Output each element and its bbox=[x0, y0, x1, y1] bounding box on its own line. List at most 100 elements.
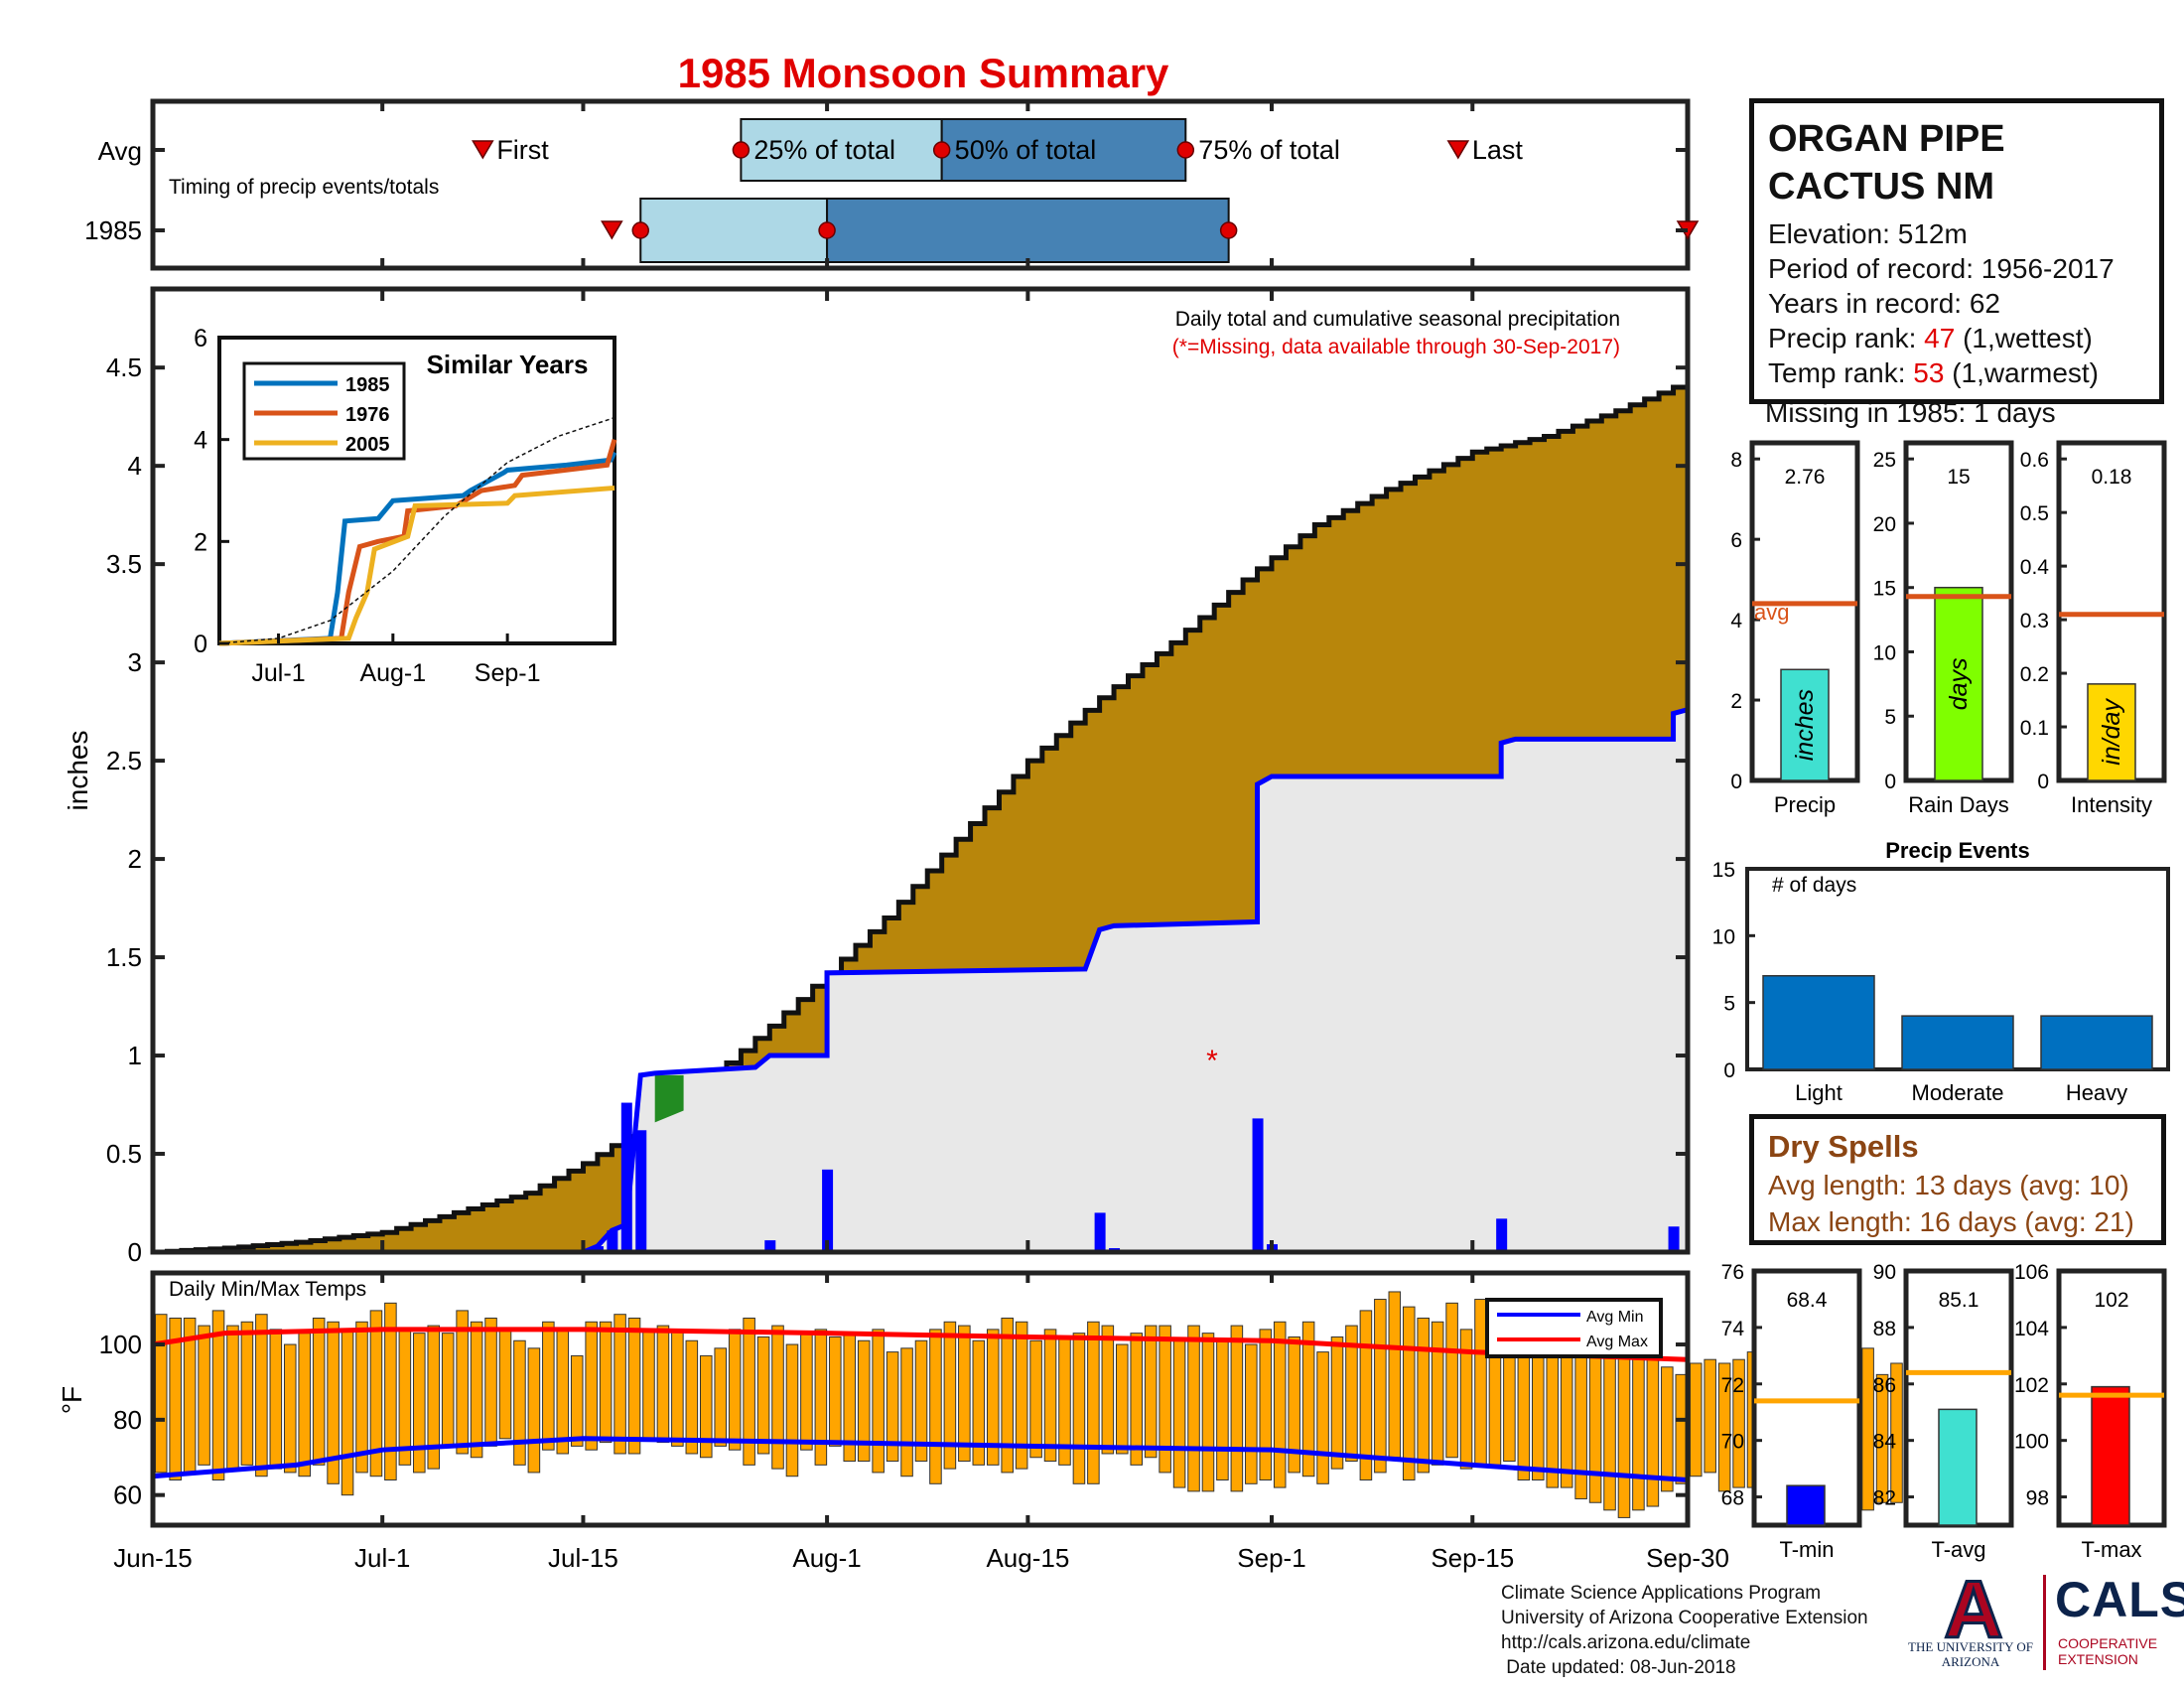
precip-y-tick-label: 4.5 bbox=[106, 352, 142, 382]
dry-spells-title: Dry Spells bbox=[1768, 1129, 1919, 1164]
temp-summary-tick-label: 82 bbox=[1873, 1487, 1896, 1510]
summary-tick-label: 0.1 bbox=[2020, 717, 2049, 740]
daily-temp-bar bbox=[1216, 1339, 1229, 1481]
inset-line-1985 bbox=[218, 451, 617, 646]
daily-temp-bar bbox=[1417, 1317, 1430, 1474]
daily-temp-bar bbox=[1345, 1325, 1358, 1463]
summary-unit: days bbox=[1945, 657, 1973, 710]
daily-temp-bar bbox=[1617, 1354, 1631, 1518]
summary-tick-label: 0.6 bbox=[2020, 449, 2049, 472]
timing-percentile-marker bbox=[818, 221, 836, 239]
date-tick-label: Aug-15 bbox=[986, 1543, 1069, 1573]
summary-tick-label: 2 bbox=[1730, 690, 1742, 713]
events-y-label: # of days bbox=[1772, 874, 1856, 897]
precip-y-tick-label: 1 bbox=[128, 1041, 142, 1070]
daily-temp-bar bbox=[1588, 1343, 1602, 1503]
date-tick-label: Aug-1 bbox=[792, 1543, 861, 1573]
daily-temp-bar bbox=[1087, 1321, 1100, 1484]
daily-temp-bar bbox=[814, 1329, 828, 1466]
inset-line-2005 bbox=[218, 485, 615, 646]
temp-summary-tick-label: 84 bbox=[1873, 1431, 1897, 1454]
summary-label: Rain Days bbox=[1908, 792, 2008, 817]
obs-cumulative-line bbox=[153, 707, 1689, 1255]
inset-average-line bbox=[218, 416, 615, 644]
temperature-panel: 60 80 100 °F Daily Min/Max Temps Avg Min A… bbox=[57, 1270, 1989, 1528]
daily-temp-bar bbox=[1144, 1325, 1158, 1459]
daily-temp-bar bbox=[283, 1343, 297, 1474]
daily-temp-bar bbox=[498, 1329, 512, 1440]
daily-temp-bar bbox=[269, 1329, 283, 1470]
inset-axes: 0 2 4 6 Jul-1 Aug-1 Sep-1 bbox=[194, 325, 540, 687]
footer-credits: Climate Science Applications Program Uni… bbox=[1501, 1581, 1868, 1680]
daily-temp-bar bbox=[1316, 1351, 1329, 1484]
temp-y-tick-label: 60 bbox=[113, 1480, 142, 1510]
inset-y-tick-label: 2 bbox=[194, 528, 207, 556]
inset-line-1976 bbox=[218, 438, 617, 646]
inset-y-tick-label: 0 bbox=[194, 631, 207, 658]
legend-label-1976: 1976 bbox=[345, 404, 390, 426]
events-category-label: Light bbox=[1795, 1080, 1843, 1105]
temp-summary-tick-label: 88 bbox=[1873, 1318, 1896, 1340]
station-period: Period of record: 1956-2017 bbox=[1768, 253, 2115, 284]
daily-temp-bar bbox=[943, 1321, 957, 1470]
precip-frame bbox=[150, 286, 1691, 1255]
daily-temp-bar bbox=[513, 1339, 526, 1466]
summary-tick-label: 0.3 bbox=[2020, 610, 2049, 633]
temp-summary-bar-t-min bbox=[1786, 1484, 1826, 1526]
station-info-box: ORGAN PIPE CACTUS NM Elevation: 512m Per… bbox=[1749, 98, 2164, 404]
missing-marker: * bbox=[1206, 1045, 1218, 1077]
daily-precip-bar bbox=[1094, 1212, 1106, 1252]
daily-temp-bar bbox=[398, 1329, 412, 1466]
daily-temp-bar bbox=[240, 1321, 254, 1466]
precip-y-tick-label: 3.5 bbox=[106, 549, 142, 579]
timing-ticks bbox=[153, 148, 1688, 232]
temp-summary-label: T-max bbox=[2081, 1537, 2141, 1562]
timing-percentile-marker bbox=[732, 141, 751, 159]
temp-rank-label: Temp rank: bbox=[1768, 357, 1914, 388]
daily-temp-bar bbox=[154, 1314, 168, 1474]
daily-temp-bar bbox=[1359, 1310, 1373, 1481]
daily-precip-bar bbox=[592, 1246, 604, 1252]
daily-temp-bar bbox=[1689, 1362, 1703, 1477]
inset-title: Similar Years bbox=[427, 350, 589, 379]
daily-temp-bar bbox=[829, 1336, 842, 1447]
precip-title: Daily total and cumulative seasonal prec… bbox=[1175, 308, 1620, 331]
events-bar-moderate bbox=[1901, 1015, 2014, 1070]
summary-tick-label: 25 bbox=[1873, 449, 1896, 472]
daily-temp-bar bbox=[298, 1333, 311, 1477]
daily-precip-bar bbox=[1496, 1218, 1508, 1252]
events-y-tick-label: 15 bbox=[1712, 859, 1735, 882]
temp-summary-tick-label: 70 bbox=[1721, 1431, 1744, 1454]
daily-temp-bar bbox=[427, 1325, 441, 1470]
temp-summary-tick-label: 98 bbox=[2026, 1487, 2049, 1510]
date-tick-label: Jul-15 bbox=[548, 1543, 618, 1573]
daily-temp-bar bbox=[1402, 1306, 1416, 1481]
daily-temp-bar bbox=[872, 1329, 885, 1474]
precip-y-tick-label: 2 bbox=[128, 844, 142, 874]
temp-summary-value: 68.4 bbox=[1787, 1289, 1828, 1312]
summary-label: Intensity bbox=[2071, 792, 2152, 817]
temp-summary-tick-label: 104 bbox=[2014, 1318, 2049, 1340]
daily-temp-bar bbox=[384, 1302, 397, 1481]
above-average-area bbox=[654, 1074, 684, 1123]
avg-min-line bbox=[152, 1436, 1689, 1483]
summary-value: 2.76 bbox=[1785, 466, 1826, 489]
footer-link[interactable]: http://cals.arizona.edu/climate bbox=[1501, 1632, 1751, 1653]
daily-temp-bar bbox=[198, 1325, 210, 1466]
date-axis: Jun-15 Jul-1 Jul-15 Aug-1 Aug-15 Sep-1 Sep-15 S… bbox=[113, 101, 1729, 1573]
daily-temp-bar bbox=[986, 1329, 1000, 1466]
daily-temp-bar bbox=[1890, 1362, 1903, 1503]
daily-temp-bar bbox=[958, 1325, 971, 1463]
daily-temp-bar bbox=[1288, 1336, 1300, 1474]
daily-temp-bar bbox=[441, 1333, 455, 1447]
daily-temp-bar bbox=[456, 1310, 469, 1455]
summary-bar-precip bbox=[1780, 668, 1830, 781]
precip-y-tick-label: 2.5 bbox=[106, 746, 142, 775]
summary-tick-label: 10 bbox=[1873, 641, 1896, 664]
precip-y-tick-label: 0 bbox=[128, 1237, 142, 1267]
daily-precip-bar bbox=[620, 1102, 632, 1252]
temp-y-tick-label: 80 bbox=[113, 1405, 142, 1435]
university-of-arizona-logo: A bbox=[1943, 1574, 2004, 1657]
ua-wordmark: THE UNIVERSITY OF ARIZONA bbox=[1908, 1639, 2033, 1669]
inset-x-tick-label: Aug-1 bbox=[359, 659, 426, 687]
